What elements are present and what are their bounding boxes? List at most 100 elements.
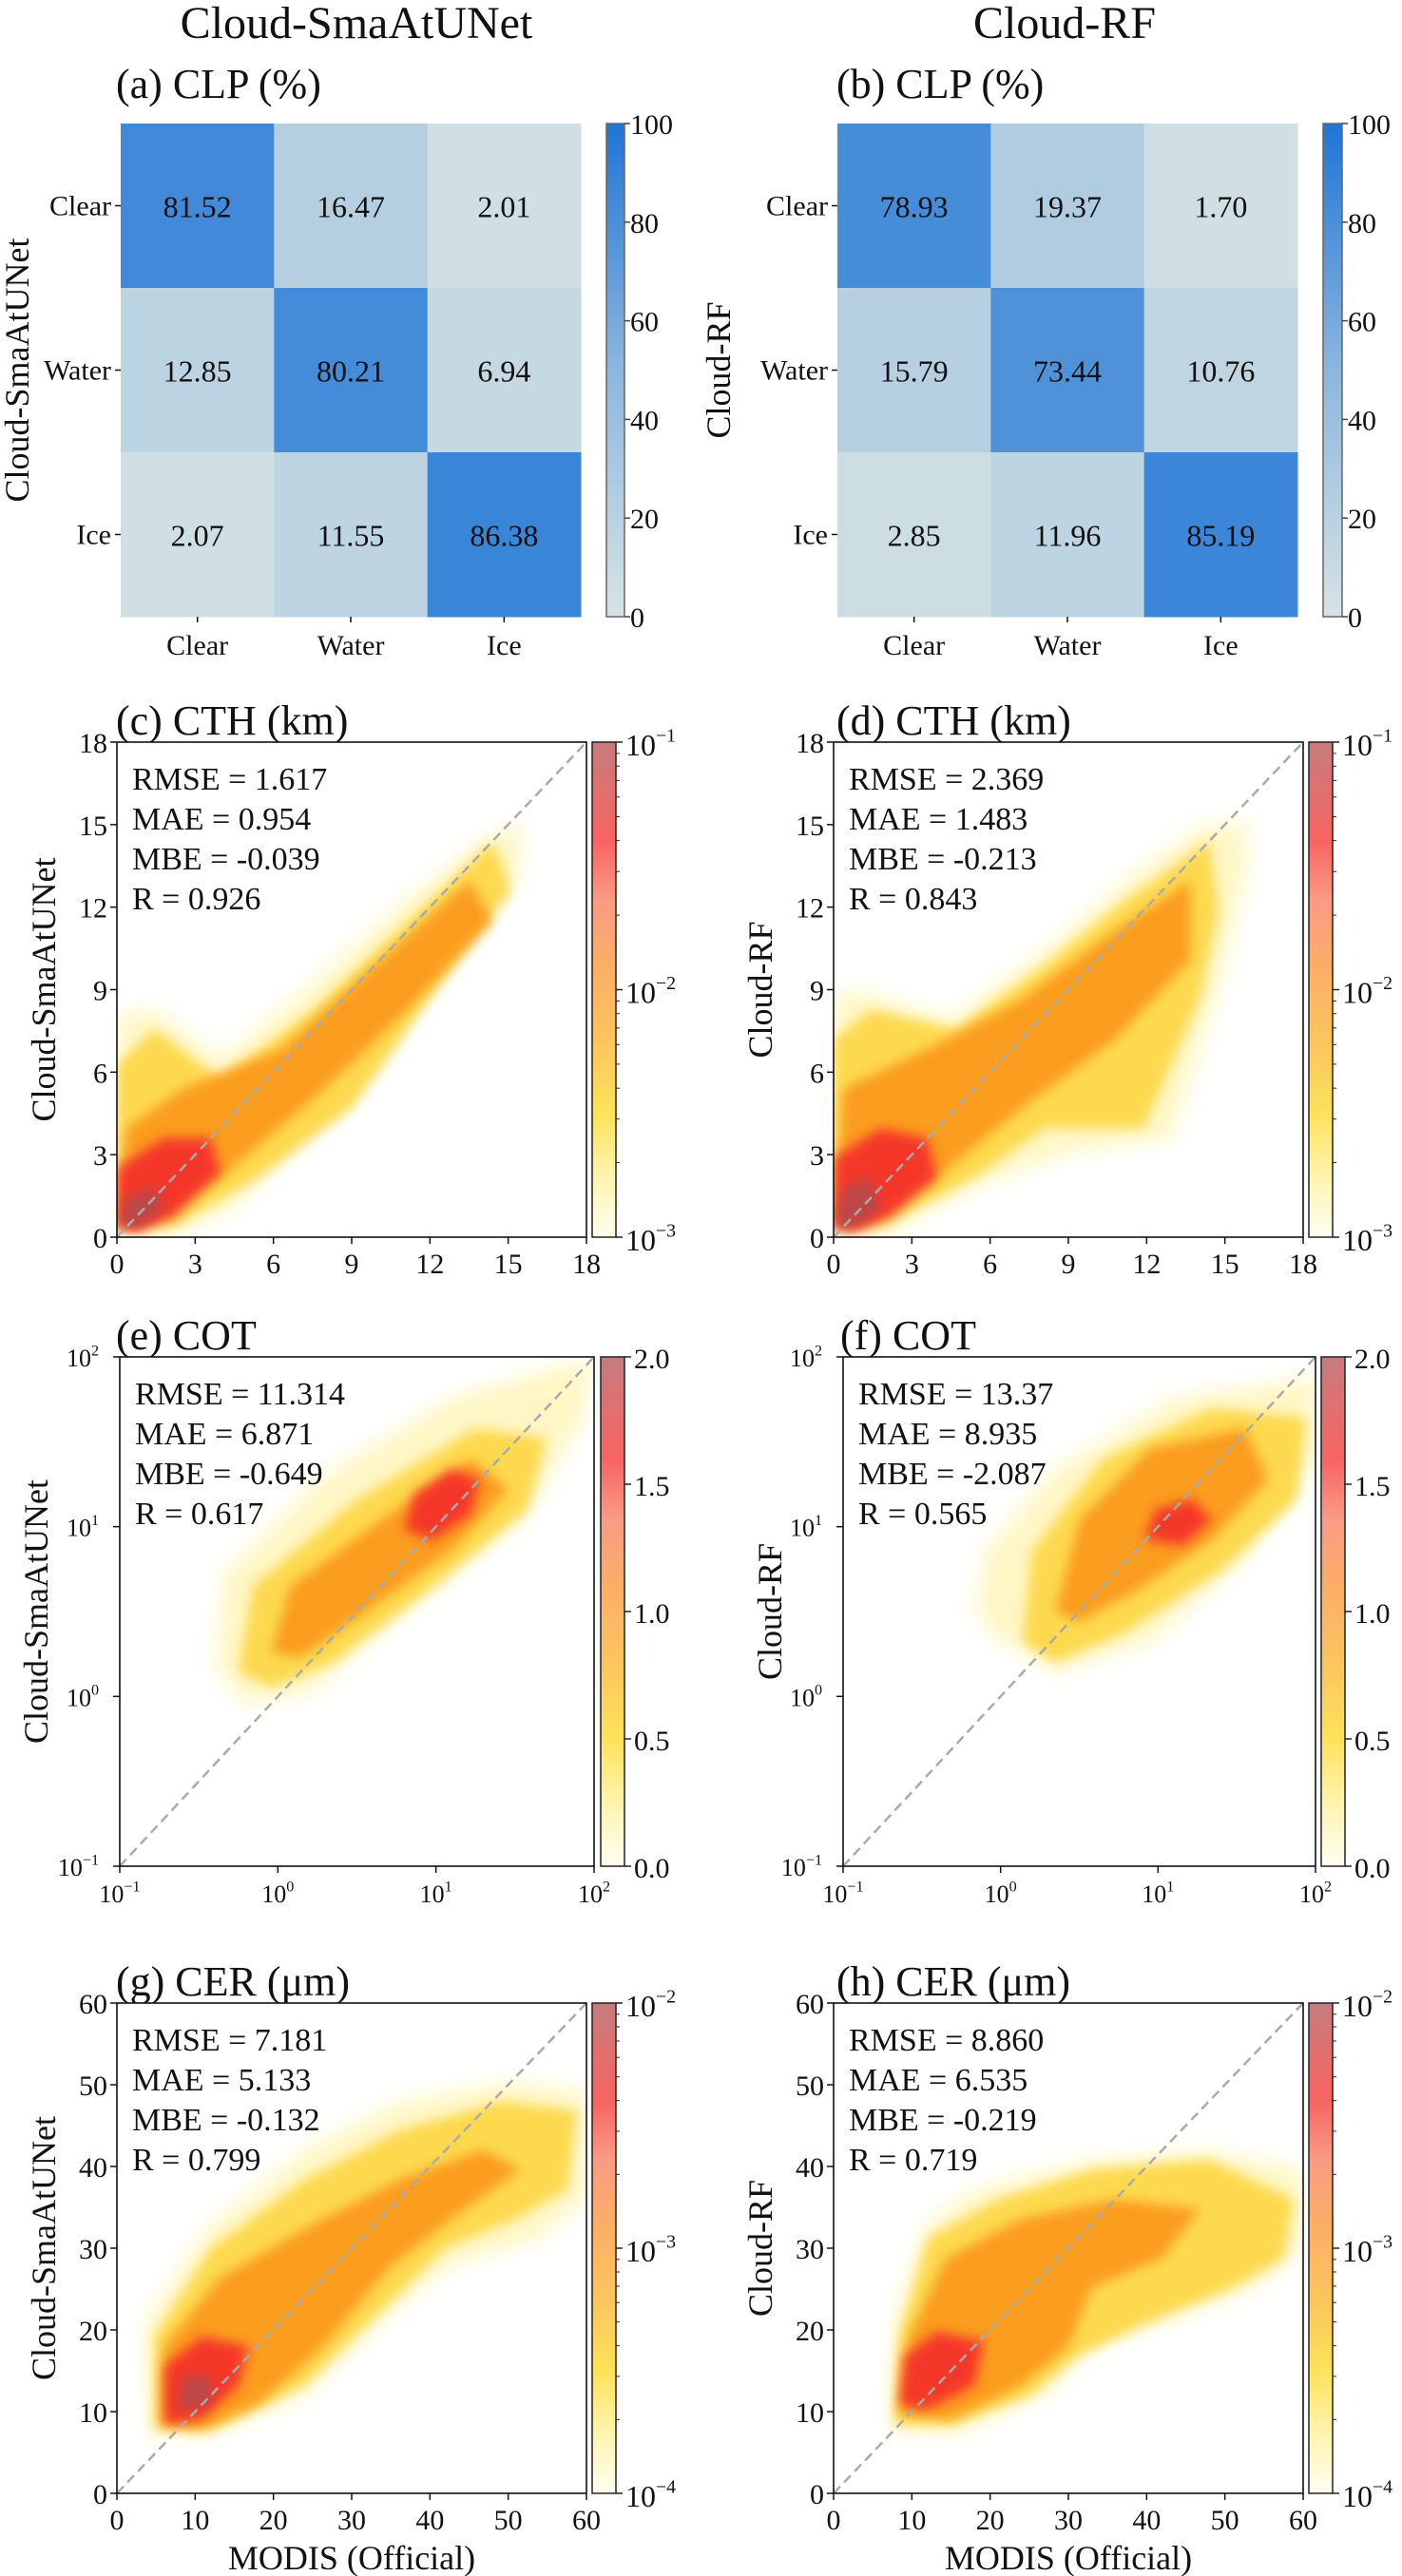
colorbar-tick-label: 2.0 <box>1354 1344 1391 1375</box>
colorbar-tick-label: 10−1 <box>1342 726 1392 762</box>
one-to-one-line <box>842 1356 1316 1867</box>
x-tick-label: 6 <box>983 1249 997 1280</box>
one-to-one-line <box>119 1356 595 1867</box>
y-tick-label: 18 <box>796 728 824 759</box>
y-tick-label: 12 <box>796 893 824 925</box>
stat-label: MBE = -0.132 <box>132 2103 320 2138</box>
cell-value-label: 2.01 <box>477 190 530 224</box>
colorbar-tick-label: 1.0 <box>1354 1598 1391 1630</box>
x-tick-label: 30 <box>337 2505 366 2536</box>
density-contour <box>899 2331 985 2411</box>
y-axis-label: Cloud-SmaAtUNet <box>25 858 63 1122</box>
y-tick-label: 101 <box>67 1513 99 1542</box>
y-axis-label: Cloud-RF <box>741 921 779 1058</box>
x-tick-label: 20 <box>976 2505 1005 2536</box>
heatmap-cell <box>121 288 275 453</box>
x-tick-label: 50 <box>1211 2505 1239 2536</box>
panel-title: (a) CLP (%) <box>116 61 321 107</box>
colorbar <box>591 2002 617 2494</box>
colorbar-tick-label: 1.5 <box>634 1471 670 1502</box>
y-tick-label: 3 <box>810 1140 824 1172</box>
cell-value-label: 6.94 <box>477 354 530 389</box>
y-tick-label: 60 <box>796 1989 824 2020</box>
stat-label: RMSE = 11.314 <box>135 1377 345 1412</box>
colorbar <box>1320 1356 1346 1867</box>
stat-label: MBE = -0.213 <box>849 842 1037 877</box>
y-tick-label: Water <box>760 355 828 387</box>
y-axis-label: Cloud-RF <box>741 2180 779 2317</box>
x-tick-label: 15 <box>494 1249 523 1280</box>
cell-value-label: 16.47 <box>317 190 385 224</box>
y-tick-label: Ice <box>793 520 828 551</box>
x-tick-label: 100 <box>985 1879 1017 1908</box>
panel-title: (c) CTH (km) <box>116 697 348 744</box>
y-axis-label: Cloud-SmaAtUNet <box>0 239 36 503</box>
stat-label: MBE = -0.219 <box>849 2103 1037 2138</box>
y-tick-label: 6 <box>93 1058 107 1089</box>
colorbar-tick-label: 10−4 <box>1342 2477 1392 2513</box>
colorbar-tick-label: 100 <box>630 109 673 141</box>
x-tick-label: 12 <box>415 1249 444 1280</box>
colorbar-tick-label: 20 <box>630 504 659 535</box>
panel-f: (f) COT 10−110−1 100 100 101 101 102 102 RMSE = … <box>751 1312 1391 1908</box>
axes-frame <box>119 1356 595 1867</box>
heatmap-cell <box>121 124 275 289</box>
y-axis-label: Cloud-RF <box>751 1543 789 1680</box>
colorbar-tick-label: 10−3 <box>1342 2232 1392 2268</box>
panel-a: (a) CLP (%) 81.52 16.47 2.01 12.85 80.21 6.94 2… <box>0 61 673 661</box>
x-tick-label: Ice <box>1203 630 1239 661</box>
heatmap-cell <box>990 124 1145 289</box>
x-tick-label: Water <box>317 630 385 661</box>
panel-title: (h) CER (μm) <box>836 1958 1070 2005</box>
cell-value-label: 86.38 <box>470 519 538 553</box>
y-tick-label: 9 <box>93 976 107 1007</box>
colorbar-tick-label: 60 <box>630 307 659 338</box>
y-tick-label: 30 <box>79 2234 107 2265</box>
colorbar-tick-label: 0.5 <box>634 1726 670 1757</box>
stat-label: MAE = 5.133 <box>132 2063 311 2098</box>
x-tick-label: 60 <box>572 2505 601 2536</box>
panel-title: (f) COT <box>840 1312 976 1359</box>
x-tick-label: 101 <box>420 1879 452 1908</box>
cell-value-label: 15.79 <box>880 354 949 389</box>
one-to-one-line <box>833 741 1304 1238</box>
colorbar-tick-label: 0 <box>1348 602 1362 634</box>
density-cloud <box>214 1357 594 1704</box>
density-cloud <box>144 2081 586 2435</box>
colorbar-tick-label: 0.0 <box>634 1853 670 1884</box>
y-axis-label: Cloud-SmaAtUNet <box>17 1479 55 1744</box>
y-tick-label: 102 <box>67 1343 99 1372</box>
x-tick-label: 3 <box>905 1249 919 1280</box>
x-tick-label: 9 <box>1062 1249 1076 1280</box>
colorbar-tick-label: 80 <box>1348 208 1376 239</box>
colorbar <box>1308 741 1334 1238</box>
y-tick-label: 40 <box>796 2152 824 2184</box>
y-tick-label: 102 <box>790 1343 822 1372</box>
colorbar-tick-label: 10−2 <box>1342 1987 1392 2023</box>
colorbar-tick-label: 40 <box>630 405 659 436</box>
cell-value-label: 10.76 <box>1186 354 1255 389</box>
stat-label: R = 0.843 <box>849 882 977 917</box>
heatmap-cell <box>121 452 275 618</box>
heatmap-cell <box>1143 124 1298 289</box>
y-tick-label: 6 <box>810 1058 824 1089</box>
heatmap-cell <box>427 288 582 453</box>
colorbar <box>591 741 617 1238</box>
x-tick-label: 101 <box>1142 1879 1174 1908</box>
cell-value-label: 73.44 <box>1033 354 1102 389</box>
x-tick-label: Ice <box>487 630 522 661</box>
y-tick-label: Ice <box>76 520 111 551</box>
x-tick-label: 18 <box>572 1249 601 1280</box>
x-tick-label: 40 <box>1132 2505 1161 2536</box>
x-tick-label: 9 <box>345 1249 359 1280</box>
y-tick-label: 101 <box>790 1513 822 1542</box>
y-tick-label: 30 <box>796 2234 824 2265</box>
panel-title: (e) COT <box>116 1312 257 1359</box>
x-tick-label: 12 <box>1132 1249 1161 1280</box>
density-contour <box>163 2149 521 2430</box>
x-tick-label: Clear <box>883 630 945 661</box>
y-tick-label: 20 <box>796 2316 824 2347</box>
y-tick-label: 0 <box>810 1223 824 1254</box>
colorbar-tick-label: 10−3 <box>625 2232 676 2268</box>
x-tick-label: 10−1 <box>99 1879 140 1908</box>
